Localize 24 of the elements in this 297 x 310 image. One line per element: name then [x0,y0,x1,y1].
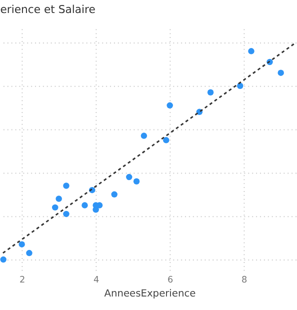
point [82,202,88,208]
point [52,204,58,211]
point [207,89,214,96]
point [133,178,140,185]
point [26,250,32,256]
point [126,174,132,180]
chart-title: erience et Salaire [0,2,96,16]
point [111,191,118,198]
point [278,70,284,76]
point [166,102,173,109]
point [140,132,148,139]
point [237,82,244,89]
x-tick-label: 4 [94,276,100,286]
x-axis-title: AnneesExperience [104,288,196,300]
x-tick-label: 6 [168,276,174,286]
point [63,210,70,218]
point [248,48,254,54]
x-tick-label: 2 [19,276,26,286]
x-tick-label: 8 [242,276,248,286]
point [18,241,25,248]
point [163,137,170,144]
point [63,182,70,189]
point [56,196,62,202]
point [0,256,6,263]
